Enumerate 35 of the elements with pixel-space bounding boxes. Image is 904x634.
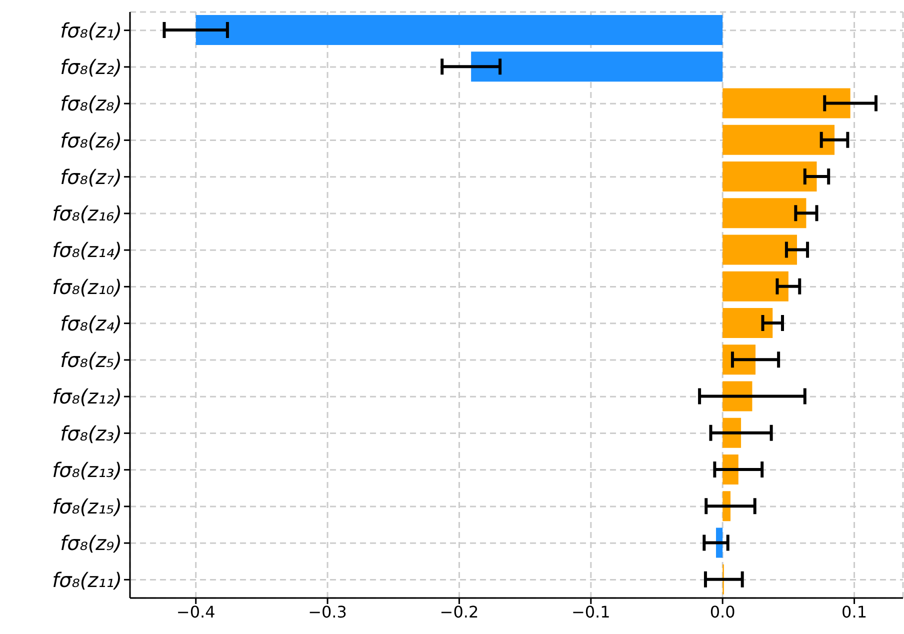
bar bbox=[471, 52, 723, 82]
bar bbox=[722, 381, 752, 412]
x-tick-label: −0.2 bbox=[440, 602, 479, 622]
x-tick-label: 0.0 bbox=[710, 602, 736, 622]
y-tick-label: fσ₈(z₈) bbox=[60, 92, 122, 116]
bar bbox=[722, 491, 730, 522]
y-tick-label: fσ₈(z₁₁) bbox=[52, 568, 122, 592]
y-tick-label: fσ₈(z₁₀) bbox=[52, 274, 122, 299]
x-tick-label: −0.3 bbox=[308, 602, 347, 622]
bar bbox=[196, 15, 723, 45]
bar bbox=[722, 418, 742, 448]
bar bbox=[722, 234, 797, 265]
y-tick-label: fσ₈(z₁₅) bbox=[52, 494, 122, 519]
x-tick-label: −0.4 bbox=[176, 602, 216, 622]
y-tick-label: fσ₈(z₁₂) bbox=[52, 384, 122, 409]
bar bbox=[722, 308, 773, 338]
y-tick-label: fσ₈(z₁₃) bbox=[52, 458, 122, 482]
x-tick-label: −0.1 bbox=[571, 602, 610, 622]
x-tick-label: 0.1 bbox=[842, 602, 868, 622]
y-tick-label: fσ₈(z₅) bbox=[60, 348, 122, 372]
y-tick-label: fσ₈(z₃) bbox=[60, 421, 122, 446]
y-tick-label: fσ₈(z₁) bbox=[60, 18, 122, 42]
bar bbox=[722, 88, 850, 118]
y-tick-label: fσ₈(z₄) bbox=[60, 311, 122, 336]
y-tick-label: fσ₈(z₂) bbox=[60, 55, 122, 80]
y-tick-label: fσ₈(z₁₄) bbox=[52, 238, 122, 262]
bar bbox=[722, 271, 788, 302]
bar bbox=[722, 162, 817, 192]
y-tick-label: fσ₈(z₇) bbox=[60, 164, 122, 189]
bar bbox=[722, 198, 806, 228]
y-tick-label: fσ₈(z₆) bbox=[60, 128, 122, 152]
y-tick-label: fσ₈(z₁₆) bbox=[52, 202, 122, 226]
bar bbox=[722, 454, 738, 484]
y-tick-label: fσ₈(z₉) bbox=[60, 531, 122, 556]
bar bbox=[722, 124, 835, 155]
